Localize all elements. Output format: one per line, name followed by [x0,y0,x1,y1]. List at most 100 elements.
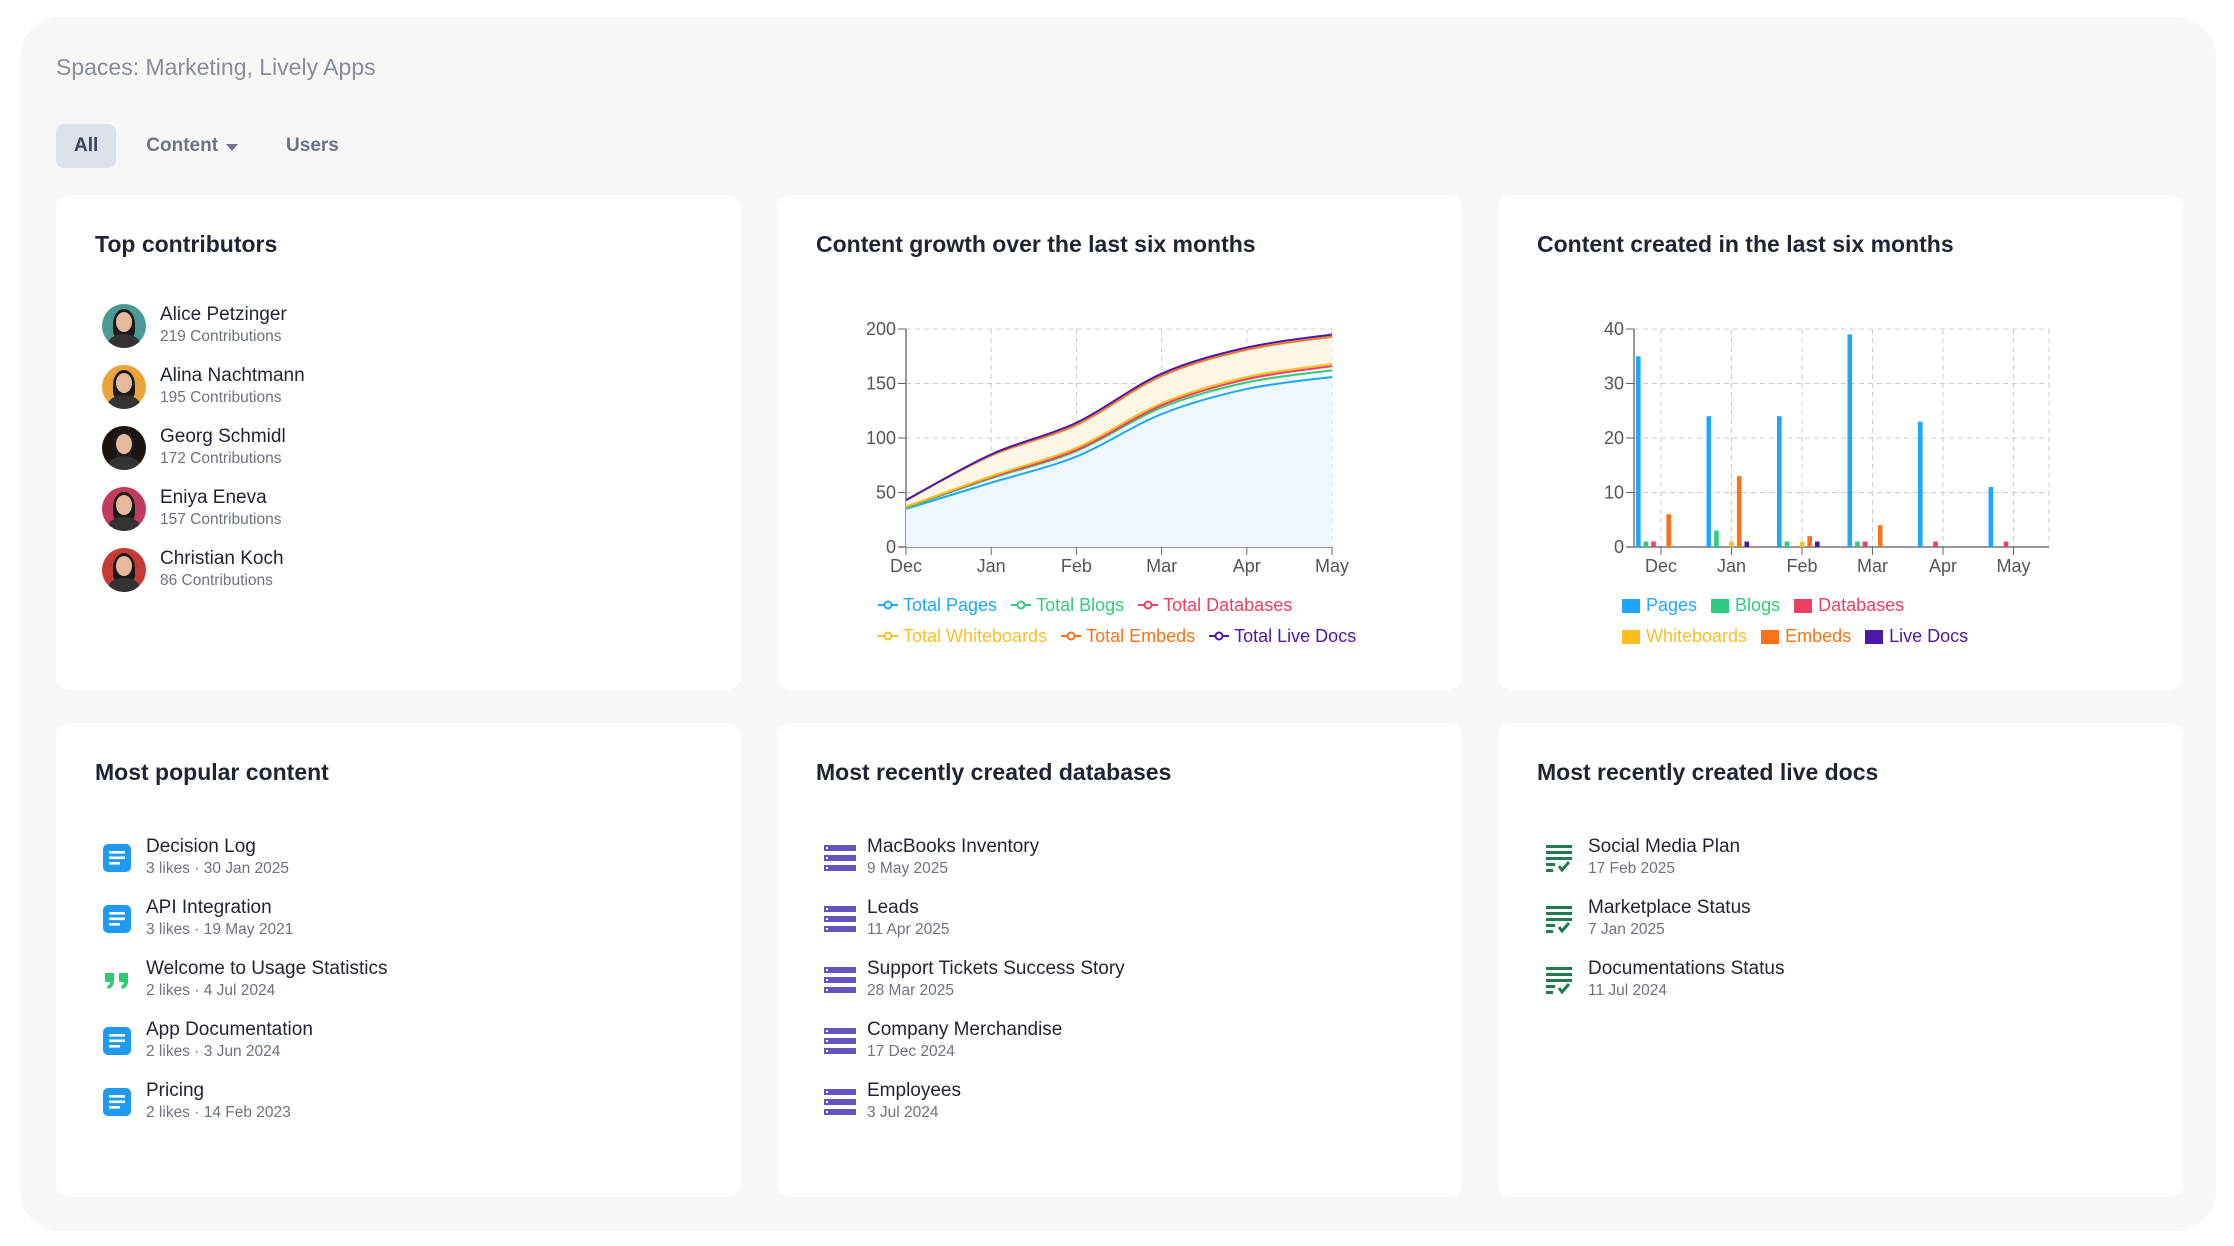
item-meta: 2 likes · 4 Jul 2024 [146,982,276,999]
item-meta: 9 May 2025 [867,860,948,877]
list-item[interactable]: Alina Nachtmann 195 Contributions [102,356,305,417]
y-tick-label: 150 [866,374,896,394]
item-meta: 3 likes · 19 May 2021 [146,921,294,938]
legend-label: Total Embeds [1086,626,1196,646]
tab-label: Content [146,135,219,156]
item-meta: 17 Feb 2025 [1588,860,1676,877]
avatar [102,364,146,409]
legend-swatch-icon [1622,629,1640,644]
list-item[interactable]: Marketplace Status 7 Jan 2025 [1544,888,1784,949]
page-icon [102,1026,132,1056]
list-item[interactable]: Documentations Status 11 Jul 2024 [1544,949,1784,1010]
page-icon [102,904,132,934]
x-tick-label: May [1315,556,1349,576]
list-item[interactable]: API Integration 3 likes · 19 May 2021 [102,888,387,949]
bar-blogs-Feb[interactable] [1784,541,1790,547]
item-text: API Integration 3 likes · 19 May 2021 [146,896,293,941]
y-tick-label: 30 [1604,374,1624,394]
item-name: Social Media Plan [1588,836,1741,857]
y-tick-label: 40 [1604,319,1624,339]
live-docs-list: Social Media Plan 17 Feb 2025 Marketplace … [1544,827,1784,1010]
bar-whiteboards-Jan[interactable] [1729,541,1734,547]
list-item[interactable]: Social Media Plan 17 Feb 2025 [1544,827,1784,888]
y-tick-label: 20 [1604,428,1624,448]
bar-pages-Feb[interactable] [1777,416,1782,547]
list-item[interactable]: Georg Schmidl 172 Contributions [102,417,305,478]
bar-pages-May[interactable] [1988,487,1994,547]
legend-item-embeds[interactable]: Embeds [1761,621,1851,652]
line-live_docs [905,333,1333,502]
legend-item-blogs[interactable]: Blogs [1711,590,1780,621]
bar-pages-Mar[interactable] [1847,334,1853,547]
tab-content[interactable]: Content [128,124,256,168]
item-text: MacBooks Inventory 9 May 2025 [867,835,1039,880]
legend-line-marker-icon [1011,595,1032,616]
legend-item-live_docs[interactable]: Total Live Docs [1209,621,1356,652]
list-item[interactable]: App Documentation 2 likes · 3 Jun 2024 [102,1010,387,1071]
item-text: Welcome to Usage Statistics 2 likes · 4 J… [146,957,387,1002]
content-growth-card: Content growth over the last six months … [777,195,1462,690]
bar-embeds-Dec[interactable] [1666,514,1671,547]
popular-content-list: Decision Log 3 likes · 30 Jan 2025 API Int… [102,827,387,1132]
card-title: Most recently created live docs [1537,759,1879,785]
legend-swatch-icon [1794,598,1813,613]
bar-blogs-Dec[interactable] [1643,541,1649,547]
tab-all[interactable]: All [56,124,117,168]
legend-line-marker-icon [1138,595,1159,616]
legend-item-pages[interactable]: Total Pages [878,590,997,621]
legend-item-live_docs[interactable]: Live Docs [1865,621,1968,652]
tab-users[interactable]: Users [268,124,357,168]
recent-live-docs-card: Most recently created live docs Social M… [1498,723,2183,1197]
legend-label: Embeds [1785,626,1852,646]
bar-embeds-Feb[interactable] [1807,536,1812,547]
top-contributors-card: Top contributors Alice Petzinger 219 Cont… [56,195,741,690]
legend-item-embeds[interactable]: Total Embeds [1061,621,1195,652]
bar-embeds-Jan[interactable] [1736,476,1742,547]
page-icon [102,1087,132,1117]
list-item[interactable]: Alice Petzinger 219 Contributions [102,295,305,356]
page-icon [102,843,132,873]
list-item[interactable]: Support Tickets Success Story 28 Mar 2025 [823,949,1125,1010]
bar-live_docs-Feb[interactable] [1815,541,1820,547]
list-item[interactable]: Pricing 2 likes · 14 Feb 2023 [102,1071,387,1132]
list-item[interactable]: Company Merchandise 17 Dec 2024 [823,1010,1125,1071]
list-item[interactable]: MacBooks Inventory 9 May 2025 [823,827,1125,888]
item-meta: 195 Contributions [160,389,282,406]
blog-quote-icon [102,965,132,995]
item-meta: 7 Jan 2025 [1588,921,1665,938]
bar-live_docs-Jan[interactable] [1744,541,1750,547]
bar-embeds-Mar[interactable] [1877,525,1883,547]
list-item[interactable]: Welcome to Usage Statistics 2 likes · 4 J… [102,949,387,1010]
bar-pages-Jan[interactable] [1706,416,1712,547]
bar-databases-Apr[interactable] [1933,541,1938,547]
list-item[interactable]: Decision Log 3 likes · 30 Jan 2025 [102,827,387,888]
x-tick-label: Mar [1857,556,1888,576]
legend-label: Databases [1818,595,1905,615]
legend-label: Blogs [1735,595,1781,615]
bar-databases-Dec[interactable] [1651,541,1656,547]
list-item[interactable]: Leads 11 Apr 2025 [823,888,1125,949]
legend-item-blogs[interactable]: Total Blogs [1011,590,1124,621]
bar-blogs-Mar[interactable] [1855,541,1860,547]
legend-swatch-icon [1865,629,1884,644]
list-item[interactable]: Eniya Eneva 157 Contributions [102,478,305,539]
legend-item-databases[interactable]: Databases [1794,590,1904,621]
item-text: Support Tickets Success Story 28 Mar 2025 [867,957,1125,1002]
legend-item-whiteboards[interactable]: Total Whiteboards [878,621,1047,652]
bar-pages-Dec[interactable] [1636,356,1641,547]
item-meta: 157 Contributions [160,511,282,528]
bar-databases-Mar[interactable] [1862,541,1868,547]
legend-item-pages[interactable]: Pages [1622,590,1697,621]
item-meta: 28 Mar 2025 [867,982,955,999]
list-item[interactable]: Employees 3 Jul 2024 [823,1071,1125,1132]
list-item[interactable]: Christian Koch 86 Contributions [102,539,305,600]
x-tick-label: May [1996,556,2030,576]
legend-item-databases[interactable]: Total Databases [1138,590,1292,621]
bar-blogs-Jan[interactable] [1714,530,1719,547]
bar-databases-May[interactable] [2003,541,2009,547]
x-tick-label: Dec [890,556,922,576]
bar-whiteboards-Feb[interactable] [1799,541,1805,547]
item-name: Decision Log [146,836,256,857]
legend-item-whiteboards[interactable]: Whiteboards [1622,621,1747,652]
bar-pages-Apr[interactable] [1918,421,1923,547]
